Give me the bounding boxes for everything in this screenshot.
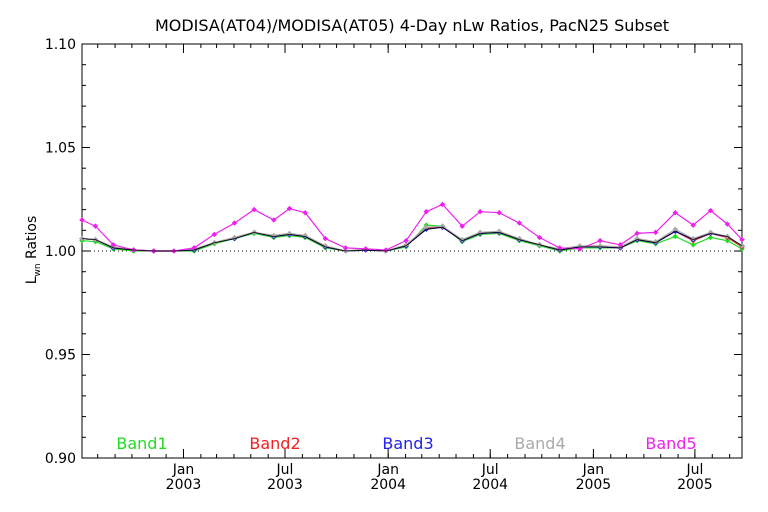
data-point — [270, 232, 277, 239]
x-tick-label-year: 2003 — [166, 477, 202, 493]
data-point — [403, 237, 409, 244]
data-point — [251, 206, 258, 213]
x-tick-label-year: 2003 — [267, 477, 303, 493]
data-point — [496, 209, 503, 216]
y-axis-label-sub: wn — [33, 263, 43, 276]
data-point — [383, 247, 389, 253]
data-point — [79, 235, 85, 242]
data-point — [459, 223, 466, 230]
legend-item-band4: Band4 — [514, 434, 565, 453]
data-point — [92, 223, 99, 230]
data-point — [690, 241, 697, 248]
data-point — [617, 241, 624, 248]
x-tick-label-month: Jan — [582, 462, 605, 478]
x-tick-label-year: 2004 — [472, 477, 508, 493]
data-point — [231, 234, 238, 241]
data-point — [577, 246, 583, 252]
y-axis: 0.90 0.95 1.00 1.05 1.10 — [45, 37, 742, 467]
x-tick-label-month: Jul — [685, 462, 703, 478]
data-point — [739, 236, 745, 243]
chart-title: MODISA(AT04)/MODISA(AT05) 4-Day nLw Rati… — [155, 16, 669, 35]
data-point — [536, 234, 543, 241]
series-band1 — [79, 222, 745, 254]
data-point — [342, 245, 349, 251]
series-band5 — [79, 201, 745, 254]
y-tick-label: 0.95 — [45, 348, 76, 364]
data-point — [439, 201, 446, 208]
data-point — [724, 237, 731, 244]
data-point — [286, 205, 293, 212]
data-point — [302, 209, 309, 216]
data-point — [423, 208, 430, 215]
data-point — [690, 222, 697, 228]
data-point — [672, 233, 679, 240]
data-point — [516, 220, 523, 226]
series-group — [79, 201, 745, 254]
data-point — [652, 238, 659, 245]
y-tick-label: 0.90 — [45, 451, 76, 467]
data-point — [211, 231, 218, 238]
series-band4 — [79, 223, 745, 254]
data-point — [597, 237, 603, 244]
series-line — [81, 225, 743, 252]
x-tick-label-month: Jan — [376, 462, 399, 478]
x-tick-label-year: 2005 — [677, 477, 713, 493]
legend: Band1 Band2 Band3 Band4 Band5 — [116, 434, 696, 453]
x-tick-label-month: Jul — [276, 462, 294, 478]
y-axis-label-rest: Ratios — [24, 216, 40, 264]
data-point — [459, 236, 466, 243]
data-point — [652, 229, 659, 236]
data-point — [110, 241, 117, 248]
y-axis-label-main: L — [24, 276, 40, 284]
data-point — [672, 209, 679, 216]
data-point — [690, 235, 697, 242]
series-overlay — [81, 226, 743, 252]
legend-item-band5: Band5 — [645, 434, 696, 453]
data-point — [79, 217, 85, 223]
y-tick-label: 1.10 — [45, 37, 76, 53]
legend-item-band1: Band1 — [116, 434, 167, 453]
overlay-line — [81, 226, 743, 252]
x-tick-label-month: Jan — [172, 462, 195, 478]
data-point — [707, 234, 714, 241]
x-tick-label-month: Jul — [481, 462, 499, 478]
y-tick-label: 1.05 — [45, 141, 76, 157]
data-point — [707, 207, 714, 214]
legend-item-band3: Band3 — [382, 434, 433, 453]
legend-item-band2: Band2 — [249, 434, 300, 453]
y-tick-label: 1.00 — [45, 244, 76, 260]
data-point — [477, 208, 483, 215]
data-point — [322, 235, 329, 242]
data-point — [270, 217, 277, 223]
x-tick-label-year: 2005 — [576, 477, 612, 493]
x-axis: Jan2003Jul2003Jan2004Jul2004Jan2005Jul20… — [97, 44, 731, 493]
x-tick-label-year: 2004 — [370, 477, 406, 493]
data-point — [231, 220, 238, 226]
series-line — [81, 203, 743, 252]
series-line — [81, 224, 743, 252]
data-point — [724, 221, 731, 227]
data-point — [634, 230, 640, 237]
y-axis-label: Lwn Ratios — [24, 216, 43, 285]
